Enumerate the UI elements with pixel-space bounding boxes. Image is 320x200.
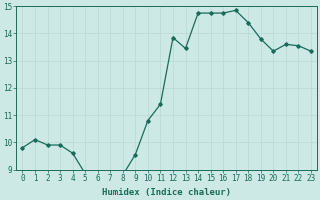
X-axis label: Humidex (Indice chaleur): Humidex (Indice chaleur) [102,188,231,197]
